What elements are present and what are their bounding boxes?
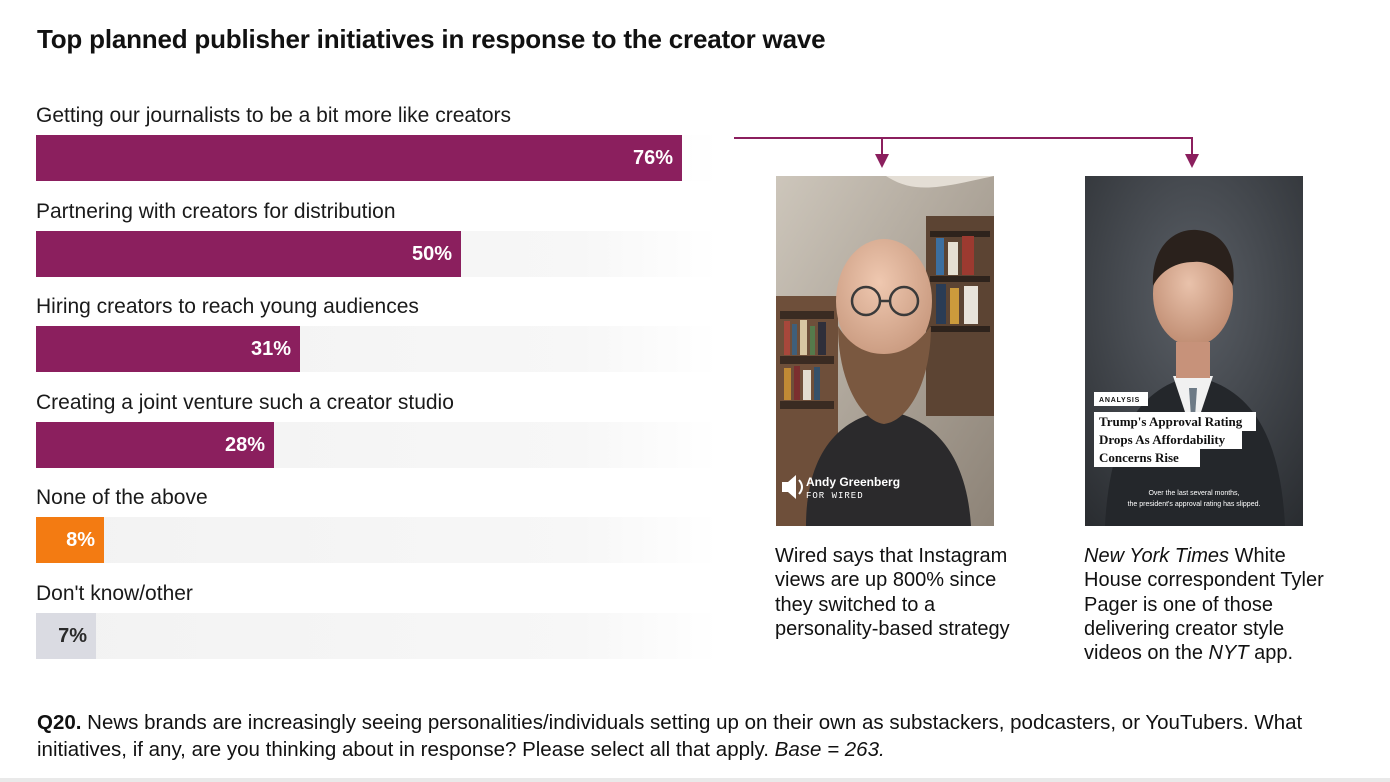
overlay-headline-3: Concerns Rise (1099, 450, 1179, 465)
nyt-caption: New York Times White House correspondent… (1084, 544, 1334, 665)
speaker-icon (782, 475, 803, 499)
chart-title: Top planned publisher initiatives in res… (37, 24, 826, 54)
bar-row: Hiring creators to reach young audiences… (36, 291, 718, 387)
data-label: 28% (224, 433, 265, 456)
arrow-down-icon (875, 154, 889, 168)
caption-end: app. (1248, 642, 1294, 665)
data-label: 7% (58, 624, 87, 647)
category-label: None of the above (36, 486, 208, 509)
bar-track (36, 612, 718, 659)
bar (36, 612, 96, 659)
category-label: Hiring creators to reach young audiences (36, 295, 419, 318)
question-text: News brands are increasingly seeing pers… (37, 711, 1303, 761)
bar-row: None of the above 8% (36, 482, 718, 578)
question-id: Q20. (37, 711, 82, 734)
wired-caption: Wired says that Instagram views are up 8… (775, 545, 1010, 640)
bar-track (36, 517, 718, 563)
connector-line (734, 137, 1193, 158)
overlay-outlet: FOR WIRED (806, 491, 864, 501)
overlay-name: Andy Greenberg (806, 475, 900, 489)
arrow-down-icon (1185, 154, 1199, 168)
bar-row: Creating a joint venture such a creator … (36, 387, 718, 483)
wired-video-thumbnail[interactable]: Andy Greenberg FOR WIRED (776, 176, 994, 526)
category-label: Don't know/other (36, 581, 193, 605)
overlay-sub-2: the president's approval rating has slip… (1128, 501, 1261, 508)
category-label: Creating a joint venture such a creator … (36, 390, 454, 414)
bar-row: Getting our journalists to be a bit more… (36, 100, 718, 196)
bar-row: Partnering with creators for distributio… (36, 196, 718, 292)
connector-arrows (734, 137, 1199, 168)
bar (36, 135, 682, 181)
caption-outlet: New York Times (1084, 545, 1230, 567)
bar (36, 326, 300, 372)
category-label: Getting our journalists to be a bit more… (36, 104, 512, 127)
survey-footnote: Q20. News brands are increasingly seeing… (37, 709, 1357, 763)
sample-base: Base = 263. (774, 738, 885, 761)
bottom-rule (0, 778, 1390, 782)
bar-row: Don't know/other 7% (36, 578, 718, 674)
nyt-video-thumbnail[interactable]: ANALYSIS Trump's Approval Rating Drops A… (1085, 176, 1303, 526)
overlay-headline-1: Trump's Approval Rating (1099, 414, 1243, 429)
overlay-headline-2: Drops As Affordability (1099, 432, 1226, 447)
bar (36, 517, 104, 563)
caption-abbrev: NYT (1208, 642, 1249, 665)
data-label: 8% (66, 529, 95, 551)
data-label: 31% (250, 338, 291, 360)
data-label: 76% (632, 147, 673, 169)
overlay-tag: ANALYSIS (1099, 397, 1140, 404)
overlay-sub-1: Over the last several months, (1148, 490, 1239, 497)
category-label: Partnering with creators for distributio… (36, 199, 396, 223)
bar-chart: Getting our journalists to be a bit more… (36, 100, 718, 665)
bar (36, 421, 274, 468)
caption-text: White House correspondent Tyler Pager is… (1084, 545, 1324, 665)
data-label: 50% (411, 242, 452, 265)
bar (36, 230, 461, 277)
